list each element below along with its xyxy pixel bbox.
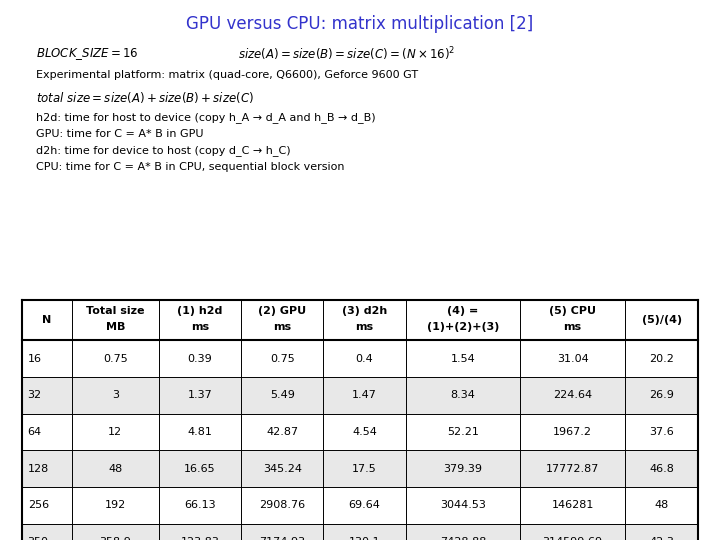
Bar (22, 487, 698, 524)
Text: 48: 48 (654, 501, 669, 510)
Text: 4.81: 4.81 (187, 427, 212, 437)
Text: 7174.93: 7174.93 (259, 537, 305, 540)
Text: 42.3: 42.3 (649, 537, 674, 540)
Text: 26.9: 26.9 (649, 390, 674, 400)
Text: 5.49: 5.49 (270, 390, 294, 400)
Text: 1.37: 1.37 (188, 390, 212, 400)
Text: 69.64: 69.64 (348, 501, 380, 510)
Bar (22, 524, 698, 540)
Text: 12: 12 (108, 427, 122, 437)
Bar (22, 340, 698, 377)
Text: ms: ms (191, 322, 209, 332)
Text: 128: 128 (27, 464, 49, 474)
Text: ms: ms (356, 322, 374, 332)
Text: 1.47: 1.47 (352, 390, 377, 400)
Text: (1) h2d: (1) h2d (177, 306, 222, 316)
Bar (22, 450, 698, 487)
Text: 37.6: 37.6 (649, 427, 674, 437)
Text: 224.64: 224.64 (553, 390, 593, 400)
Text: 32: 32 (27, 390, 42, 400)
Text: ms: ms (564, 322, 582, 332)
Text: 130.1: 130.1 (348, 537, 380, 540)
Text: MB: MB (106, 322, 125, 332)
Text: 123.83: 123.83 (181, 537, 220, 540)
Text: 0.39: 0.39 (188, 354, 212, 363)
Text: 52.21: 52.21 (447, 427, 479, 437)
Text: d2h: time for device to host (copy d_C → h_C): d2h: time for device to host (copy d_C →… (36, 145, 291, 156)
Text: 16: 16 (27, 354, 42, 363)
Text: GPU versus CPU: matrix multiplication [2]: GPU versus CPU: matrix multiplication [2… (186, 15, 534, 33)
Text: 31.04: 31.04 (557, 354, 588, 363)
Text: (2) GPU: (2) GPU (258, 306, 306, 316)
Text: 20.2: 20.2 (649, 354, 674, 363)
Text: 7428.88: 7428.88 (440, 537, 486, 540)
Text: (3) d2h: (3) d2h (342, 306, 387, 316)
Text: 314599.69: 314599.69 (543, 537, 603, 540)
Text: Experimental platform: matrix (quad-core, Q6600), Geforce 9600 GT: Experimental platform: matrix (quad-core… (36, 70, 418, 80)
Text: 379.39: 379.39 (444, 464, 482, 474)
Text: 8.34: 8.34 (451, 390, 475, 400)
Text: 42.87: 42.87 (266, 427, 298, 437)
Text: ms: ms (273, 322, 292, 332)
Text: N: N (42, 315, 51, 325)
Text: 4.54: 4.54 (352, 427, 377, 437)
Text: $total\ size = size(A) + size(B) + size(C)$: $total\ size = size(A) + size(B) + size(… (36, 90, 254, 105)
Text: 0.75: 0.75 (270, 354, 294, 363)
Text: 17772.87: 17772.87 (546, 464, 599, 474)
Text: 146281: 146281 (552, 501, 594, 510)
Text: CPU: time for C = A* B in CPU, sequential block version: CPU: time for C = A* B in CPU, sequentia… (36, 162, 344, 172)
Text: h2d: time for host to device (copy h_A → d_A and h_B → d_B): h2d: time for host to device (copy h_A →… (36, 112, 376, 123)
Text: 3044.53: 3044.53 (440, 501, 486, 510)
Text: 48: 48 (108, 464, 122, 474)
Bar (22, 377, 698, 414)
Text: 0.4: 0.4 (356, 354, 374, 363)
Text: $size(A) = size(B) = size(C) = (N \times 16)^2$: $size(A) = size(B) = size(C) = (N \times… (238, 46, 455, 64)
Text: 1.54: 1.54 (451, 354, 475, 363)
Text: (5) CPU: (5) CPU (549, 306, 596, 316)
Text: 1967.2: 1967.2 (553, 427, 592, 437)
Text: 66.13: 66.13 (184, 501, 216, 510)
Text: 345.24: 345.24 (263, 464, 302, 474)
Text: 358.9: 358.9 (99, 537, 131, 540)
Bar (22, 414, 698, 450)
Text: 256: 256 (27, 501, 49, 510)
Text: Total size: Total size (86, 306, 145, 316)
Text: 350: 350 (27, 537, 49, 540)
Text: $BLOCK\_SIZE = 16$: $BLOCK\_SIZE = 16$ (36, 46, 139, 62)
Text: GPU: time for C = A* B in GPU: GPU: time for C = A* B in GPU (36, 129, 204, 139)
Text: 2908.76: 2908.76 (259, 501, 305, 510)
Text: 0.75: 0.75 (103, 354, 127, 363)
Text: 192: 192 (104, 501, 126, 510)
Text: 16.65: 16.65 (184, 464, 216, 474)
Text: (5)/(4): (5)/(4) (642, 315, 682, 325)
Text: (4) =: (4) = (447, 306, 479, 316)
Text: 64: 64 (27, 427, 42, 437)
Text: (1)+(2)+(3): (1)+(2)+(3) (427, 322, 499, 332)
Text: 3: 3 (112, 390, 119, 400)
Text: 17.5: 17.5 (352, 464, 377, 474)
Text: 46.8: 46.8 (649, 464, 674, 474)
